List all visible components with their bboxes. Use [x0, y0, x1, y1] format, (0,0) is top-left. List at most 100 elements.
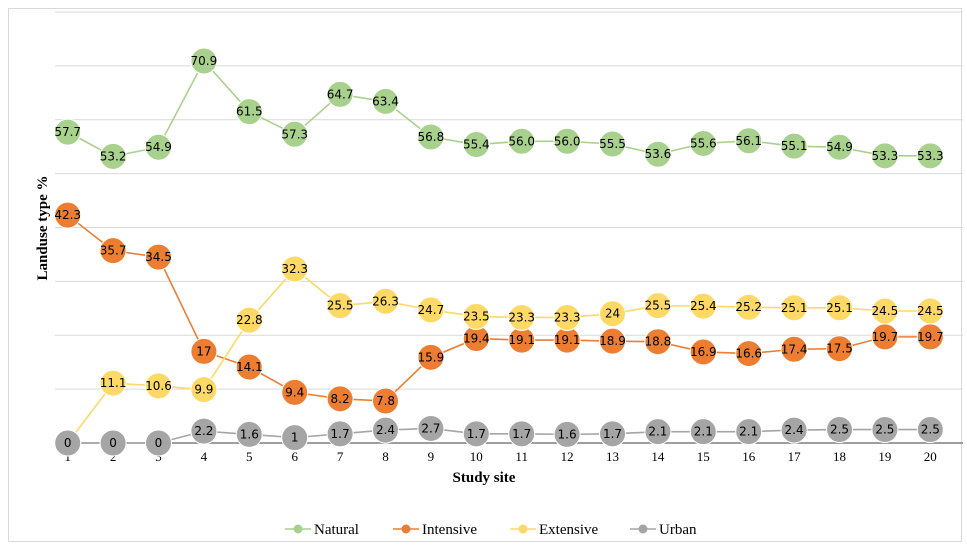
data-point	[372, 416, 399, 444]
data-label: 1	[291, 431, 299, 445]
data-point	[508, 127, 536, 155]
data-point	[462, 131, 490, 159]
data-label: 55.5	[599, 137, 626, 151]
data-point	[145, 372, 172, 400]
data-label: 17.5	[826, 342, 853, 356]
data-label: 25.4	[690, 299, 717, 313]
x-tick-label: 14	[651, 449, 665, 464]
data-label: 25.5	[645, 299, 672, 313]
data-point	[372, 87, 399, 115]
data-point	[599, 420, 626, 448]
data-point	[826, 416, 853, 444]
data-point	[54, 429, 82, 457]
data-label: 0	[109, 436, 117, 450]
data-label: 55.4	[463, 138, 490, 152]
data-label: 61.5	[236, 105, 263, 119]
x-tick-label: 15	[697, 449, 710, 464]
data-label: 0	[155, 436, 163, 450]
data-point	[689, 338, 717, 366]
data-label: 16.9	[690, 345, 717, 359]
data-point	[599, 130, 626, 158]
x-tick-label: 13	[606, 449, 619, 464]
data-label: 7.8	[376, 394, 395, 408]
data-label: 17.4	[781, 342, 808, 356]
x-tick-label: 16	[742, 449, 756, 464]
data-label: 25.5	[327, 299, 354, 313]
data-label: 54.9	[145, 140, 172, 154]
data-label: 24.5	[872, 304, 899, 318]
data-point	[780, 294, 808, 322]
data-point	[326, 385, 354, 413]
data-point	[553, 127, 581, 155]
data-point	[916, 142, 944, 170]
data-point	[644, 418, 672, 446]
x-tick-label: 10	[470, 449, 483, 464]
legend-item-intensive: Intensive	[393, 522, 477, 538]
gridlines	[55, 11, 963, 444]
data-point	[735, 340, 763, 368]
data-point	[644, 292, 672, 320]
data-label: 24.7	[418, 303, 445, 317]
data-label: 24	[605, 307, 620, 321]
data-point	[644, 140, 672, 168]
data-point	[826, 335, 853, 363]
data-point	[417, 296, 445, 324]
data-label: 19.7	[872, 330, 899, 344]
legend-item-extensive: Extensive	[510, 522, 598, 538]
data-label: 2.2	[194, 424, 213, 438]
data-point	[326, 420, 354, 448]
data-label: 2.5	[921, 423, 940, 437]
data-point	[780, 416, 808, 444]
data-label: 17	[196, 344, 211, 358]
legend-label: Extensive	[539, 522, 598, 538]
data-label: 18.9	[599, 334, 626, 348]
x-tick-label: 12	[561, 449, 574, 464]
data-point	[54, 201, 82, 229]
data-point	[689, 418, 717, 446]
data-label: 23.3	[554, 310, 581, 324]
data-label: 26.3	[372, 294, 399, 308]
data-label: 15.9	[418, 350, 445, 364]
data-label: 34.5	[145, 250, 172, 264]
data-label: 2.5	[830, 423, 849, 437]
data-label: 25.1	[781, 301, 808, 315]
data-point	[553, 303, 581, 331]
data-point	[145, 243, 172, 271]
x-axis-title: Study site	[453, 470, 516, 486]
data-label: 35.7	[100, 244, 127, 258]
data-point	[916, 416, 944, 444]
data-label: 64.7	[327, 87, 354, 101]
data-label: 57.7	[54, 125, 81, 139]
data-label: 2.5	[875, 423, 894, 437]
data-point	[780, 335, 808, 363]
data-label: 42.3	[54, 208, 81, 222]
data-label: 23.5	[463, 309, 490, 323]
legend-item-natural: Natural	[285, 522, 359, 538]
data-label: 2.1	[739, 425, 758, 439]
data-point	[871, 142, 899, 170]
data-label: 57.3	[281, 127, 308, 141]
data-label: 2.4	[785, 423, 804, 437]
data-label: 53.3	[917, 149, 944, 163]
legend-marker	[401, 524, 411, 534]
legend-label: Natural	[314, 522, 359, 538]
legend: Natural Intensive Extensive Urban	[285, 522, 697, 538]
data-point	[372, 287, 399, 315]
legend-marker	[638, 524, 648, 534]
data-label: 1.6	[240, 427, 259, 441]
data-label: 10.6	[145, 379, 172, 393]
data-point	[417, 343, 445, 371]
data-point	[99, 142, 127, 170]
data-point	[281, 255, 309, 283]
data-label: 56.1	[735, 134, 762, 148]
data-label: 19.4	[463, 331, 490, 345]
data-point	[735, 127, 763, 155]
data-point	[281, 424, 309, 452]
data-label: 2.7	[421, 421, 440, 435]
x-tick-label: 4	[201, 449, 208, 464]
data-label: 70.9	[191, 54, 218, 68]
data-point	[235, 98, 263, 126]
data-label: 11.1	[100, 376, 127, 390]
x-tick-label: 11	[515, 449, 528, 464]
data-label: 9.4	[285, 385, 304, 399]
